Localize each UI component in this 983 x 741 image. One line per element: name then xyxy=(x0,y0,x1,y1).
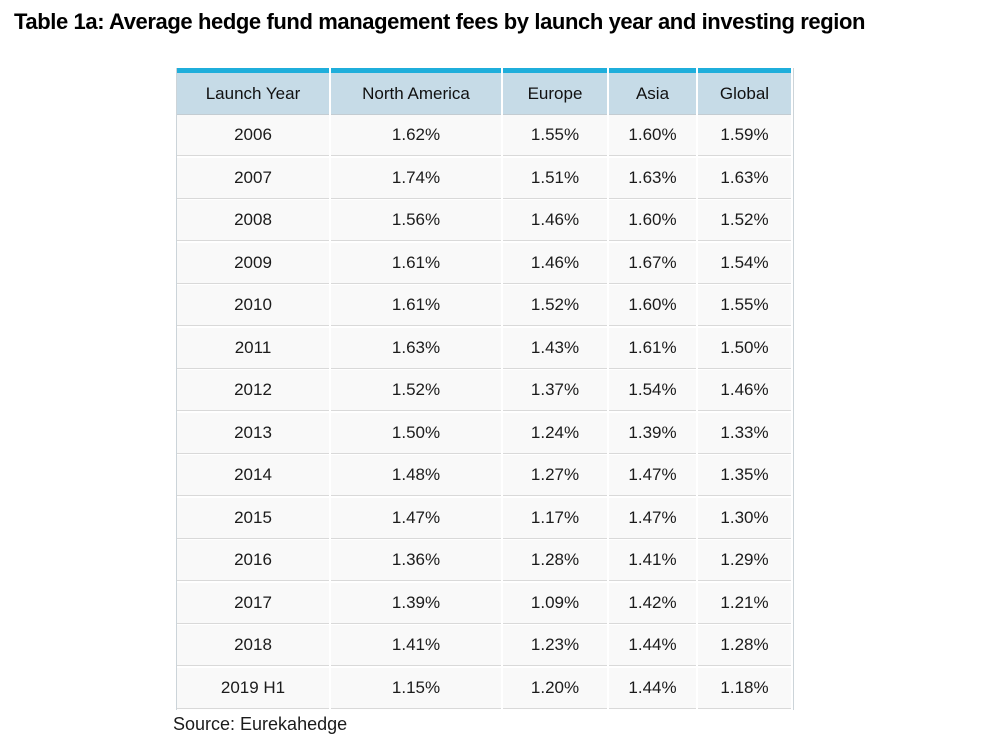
fee-value-cell: 1.09% xyxy=(503,582,607,624)
fee-value-cell: 1.44% xyxy=(609,625,696,666)
fee-value-cell: 1.61% xyxy=(331,285,501,326)
fee-value-cell: 1.54% xyxy=(609,370,696,411)
column-header-europe: Europe xyxy=(503,68,607,115)
fee-value-cell: 1.46% xyxy=(503,242,607,284)
fee-value-cell: 1.24% xyxy=(503,412,607,454)
fee-value-cell: 1.50% xyxy=(331,412,501,454)
source-note: Source: Eurekahedge xyxy=(173,714,348,734)
fee-value-cell: 1.59% xyxy=(698,115,791,156)
table-row-2010: 2010 1.61% 1.52% 1.60% 1.55% xyxy=(177,285,793,326)
launch-year-cell: 2017 xyxy=(177,582,329,624)
table-body: 2006 1.62% 1.55% 1.60% 1.59% 2007 1.74% 1.51% 1.… xyxy=(177,115,793,709)
fee-value-cell: 1.60% xyxy=(609,200,696,241)
fee-value-cell: 1.61% xyxy=(609,327,696,369)
launch-year-cell: 2019 H1 xyxy=(177,667,329,709)
fee-value-cell: 1.47% xyxy=(331,497,501,539)
fee-value-cell: 1.20% xyxy=(503,667,607,709)
fee-value-cell: 1.55% xyxy=(503,115,607,156)
fee-value-cell: 1.46% xyxy=(503,200,607,241)
launch-year-cell: 2007 xyxy=(177,157,329,199)
fee-value-cell: 1.41% xyxy=(609,540,696,581)
fee-value-cell: 1.51% xyxy=(503,157,607,199)
fee-value-cell: 1.27% xyxy=(503,455,607,496)
fee-value-cell: 1.35% xyxy=(698,455,791,496)
fee-value-cell: 1.37% xyxy=(503,370,607,411)
table-row-2017: 2017 1.39% 1.09% 1.42% 1.21% xyxy=(177,582,793,624)
fee-value-cell: 1.42% xyxy=(609,582,696,624)
column-header-asia: Asia xyxy=(609,68,696,115)
column-header-north-america: North America xyxy=(331,68,501,115)
fee-value-cell: 1.60% xyxy=(609,115,696,156)
fee-value-cell: 1.44% xyxy=(609,667,696,709)
table-row-2008: 2008 1.56% 1.46% 1.60% 1.52% xyxy=(177,200,793,241)
fee-value-cell: 1.61% xyxy=(331,242,501,284)
fee-value-cell: 1.63% xyxy=(331,327,501,369)
fee-value-cell: 1.23% xyxy=(503,625,607,666)
fee-value-cell: 1.62% xyxy=(331,115,501,156)
fee-value-cell: 1.52% xyxy=(698,200,791,241)
table-row-2013: 2013 1.50% 1.24% 1.39% 1.33% xyxy=(177,412,793,454)
fee-value-cell: 1.33% xyxy=(698,412,791,454)
launch-year-cell: 2016 xyxy=(177,540,329,581)
fee-value-cell: 1.63% xyxy=(609,157,696,199)
launch-year-cell: 2013 xyxy=(177,412,329,454)
launch-year-cell: 2012 xyxy=(177,370,329,411)
fee-value-cell: 1.50% xyxy=(698,327,791,369)
fee-value-cell: 1.30% xyxy=(698,497,791,539)
launch-year-cell: 2008 xyxy=(177,200,329,241)
table-row-2006: 2006 1.62% 1.55% 1.60% 1.59% xyxy=(177,115,793,156)
fee-value-cell: 1.55% xyxy=(698,285,791,326)
fee-value-cell: 1.48% xyxy=(331,455,501,496)
fee-value-cell: 1.29% xyxy=(698,540,791,581)
fee-value-cell: 1.47% xyxy=(609,497,696,539)
fee-value-cell: 1.39% xyxy=(609,412,696,454)
fee-value-cell: 1.17% xyxy=(503,497,607,539)
fee-value-cell: 1.74% xyxy=(331,157,501,199)
column-header-global: Global xyxy=(698,68,791,115)
column-header-launch-year: Launch Year xyxy=(177,68,329,115)
table-row-2011: 2011 1.63% 1.43% 1.61% 1.50% xyxy=(177,327,793,369)
fee-value-cell: 1.47% xyxy=(609,455,696,496)
fee-value-cell: 1.15% xyxy=(331,667,501,709)
fee-value-cell: 1.39% xyxy=(331,582,501,624)
fee-value-cell: 1.54% xyxy=(698,242,791,284)
table-row-2012: 2012 1.52% 1.37% 1.54% 1.46% xyxy=(177,370,793,411)
fee-value-cell: 1.52% xyxy=(331,370,501,411)
table-row-2016: 2016 1.36% 1.28% 1.41% 1.29% xyxy=(177,540,793,581)
launch-year-cell: 2011 xyxy=(177,327,329,369)
table-row-2014: 2014 1.48% 1.27% 1.47% 1.35% xyxy=(177,455,793,496)
launch-year-cell: 2009 xyxy=(177,242,329,284)
table-title: Table 1a: Average hedge fund management … xyxy=(14,9,866,34)
fees-table: Launch Year North America Europe Asia Global… xyxy=(176,68,794,710)
fee-value-cell: 1.28% xyxy=(503,540,607,581)
table-row-2009: 2009 1.61% 1.46% 1.67% 1.54% xyxy=(177,242,793,284)
launch-year-cell: 2006 xyxy=(177,115,329,156)
fee-value-cell: 1.36% xyxy=(331,540,501,581)
launch-year-cell: 2014 xyxy=(177,455,329,496)
fee-value-cell: 1.60% xyxy=(609,285,696,326)
fee-value-cell: 1.63% xyxy=(698,157,791,199)
fee-value-cell: 1.28% xyxy=(698,625,791,666)
table-row-2019-h1: 2019 H1 1.15% 1.20% 1.44% 1.18% xyxy=(177,667,793,709)
launch-year-cell: 2015 xyxy=(177,497,329,539)
table-row-2015: 2015 1.47% 1.17% 1.47% 1.30% xyxy=(177,497,793,539)
launch-year-cell: 2010 xyxy=(177,285,329,326)
fee-value-cell: 1.43% xyxy=(503,327,607,369)
fee-value-cell: 1.18% xyxy=(698,667,791,709)
fee-value-cell: 1.56% xyxy=(331,200,501,241)
launch-year-cell: 2018 xyxy=(177,625,329,666)
fee-value-cell: 1.52% xyxy=(503,285,607,326)
fee-value-cell: 1.21% xyxy=(698,582,791,624)
table-row-2007: 2007 1.74% 1.51% 1.63% 1.63% xyxy=(177,157,793,199)
fee-value-cell: 1.41% xyxy=(331,625,501,666)
table-row-2018: 2018 1.41% 1.23% 1.44% 1.28% xyxy=(177,625,793,666)
fee-value-cell: 1.46% xyxy=(698,370,791,411)
table-header-row: Launch Year North America Europe Asia Global xyxy=(177,68,793,115)
fee-value-cell: 1.67% xyxy=(609,242,696,284)
